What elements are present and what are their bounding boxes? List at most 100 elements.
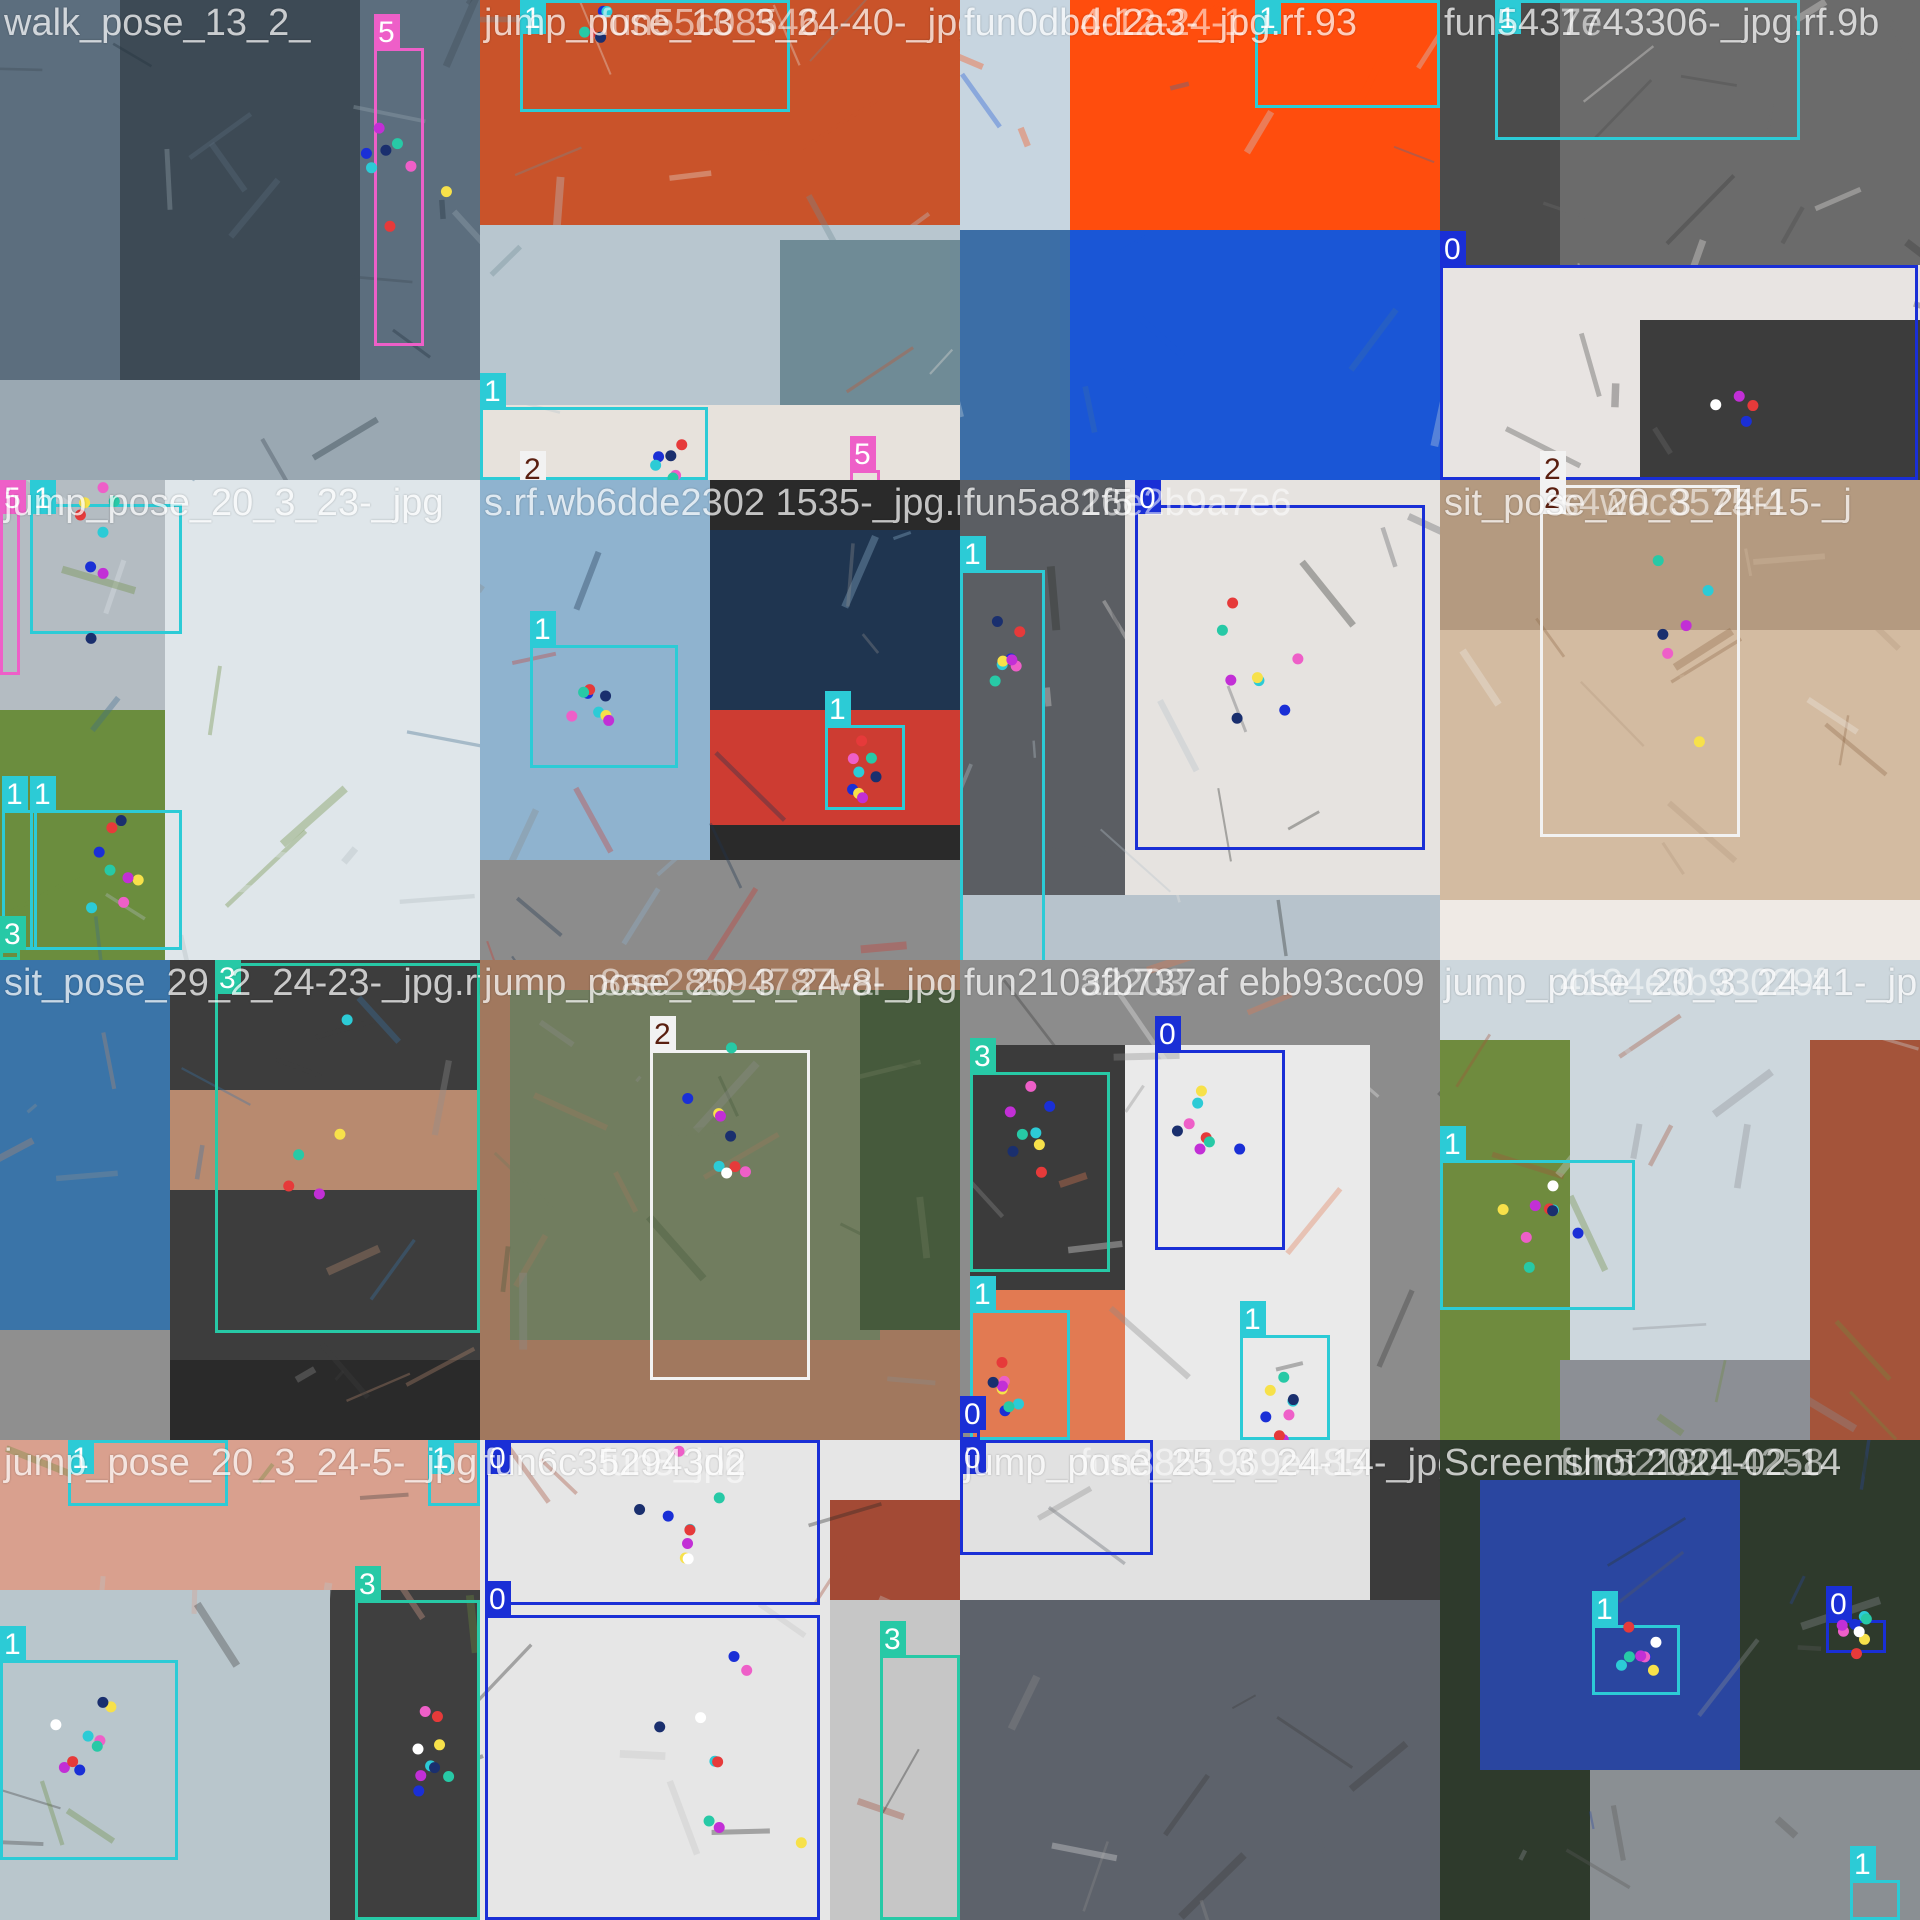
tile-canvas: 1 1 2 5 (480, 0, 960, 480)
keypoint (1033, 1139, 1045, 1151)
photo-texture (1542, 201, 1600, 224)
keypoint (729, 1161, 741, 1173)
photo-texture (1058, 1172, 1088, 1188)
photo-texture (356, 995, 401, 1044)
tile-canvas: 2 (480, 960, 960, 1440)
photo-texture (532, 1719, 561, 1775)
photo-texture (1824, 722, 1888, 777)
keypoint (725, 1042, 737, 1054)
photo-texture (799, 99, 878, 151)
class-label-bg (1135, 480, 1161, 514)
bounding-box (1135, 505, 1425, 850)
photo-texture (860, 941, 907, 954)
keypoint (1652, 555, 1664, 567)
photo-texture (1243, 109, 1275, 155)
photo-texture (1004, 384, 1041, 431)
keypoint (1623, 1651, 1635, 1663)
photo-texture (431, 1059, 452, 1136)
keypoint (1497, 1204, 1509, 1216)
photo-texture (1002, 979, 1056, 1047)
photo-texture (491, 304, 506, 324)
photo-texture (635, 1075, 642, 1083)
photo-texture (1406, 513, 1440, 535)
keypoint (997, 655, 1009, 667)
keypoint (82, 1730, 94, 1742)
photo-region (170, 1090, 480, 1190)
mosaic-tile: 5 1 1 1 3 jump_pose_20_3_23-_jpg (0, 480, 480, 960)
photo-texture (1670, 637, 1743, 684)
keypoint (1836, 1619, 1848, 1631)
keypoint (58, 1761, 70, 1773)
photo-texture (0, 1137, 35, 1162)
photo-texture (1051, 1842, 1118, 1862)
photo-texture (1108, 1305, 1191, 1380)
photo-texture (405, 1346, 476, 1387)
photo-texture (1344, 1066, 1380, 1098)
photo-texture (353, 104, 426, 124)
keypoint (1283, 1409, 1295, 1421)
tile-canvas: 11 (480, 480, 960, 960)
keypoint (1529, 1200, 1541, 1212)
photo-texture (694, 295, 768, 321)
keypoint (93, 846, 105, 858)
photo-texture (406, 730, 480, 748)
keypoint (662, 1510, 674, 1522)
keypoint (1030, 1127, 1042, 1139)
keypoint (1007, 1145, 1019, 1157)
photo-texture (178, 934, 189, 960)
keypoint (115, 815, 127, 827)
photo-texture (1508, 1503, 1518, 1579)
photo-texture (1685, 239, 1707, 281)
keypoint (1004, 1106, 1016, 1118)
photo-texture (1853, 1440, 1872, 1478)
photo-texture (1124, 1084, 1145, 1113)
keypoint (634, 1503, 646, 1515)
photo-texture (1287, 810, 1320, 831)
class-label: 0 (1444, 233, 1461, 266)
keypoint (603, 714, 615, 726)
bounding-box (374, 48, 424, 346)
photo-texture (621, 887, 661, 946)
photo-texture (207, 665, 222, 736)
class-label: 1 (1244, 1303, 1261, 1336)
class-label-bg (880, 1621, 906, 1655)
keypoint (1192, 1097, 1204, 1109)
keypoint (1520, 1231, 1532, 1243)
bounding-box (530, 645, 678, 768)
keypoint (847, 753, 859, 765)
class-label-bg (428, 1440, 454, 1474)
photo-region (710, 710, 960, 825)
keypoint (1710, 399, 1722, 411)
photo-region (0, 1590, 330, 1920)
photo-texture (257, 1462, 275, 1484)
photo-texture (1162, 845, 1181, 903)
photo-texture (709, 822, 743, 889)
bounding-box (485, 1615, 820, 1920)
photo-texture (359, 1492, 409, 1501)
keypoint (1635, 1650, 1647, 1662)
keypoint (1014, 626, 1026, 638)
keypoint (1851, 1648, 1863, 1660)
keypoint (721, 1167, 733, 1179)
photo-texture (1017, 126, 1031, 148)
photo-texture (1834, 1319, 1892, 1382)
class-label: 2 (654, 1018, 671, 1051)
keypoint (1044, 1100, 1056, 1112)
keypoint (1292, 653, 1304, 665)
bounding-box (1440, 1160, 1635, 1310)
photo-region (1440, 630, 1920, 900)
photo-texture (960, 53, 984, 70)
photo-texture (194, 1144, 205, 1180)
photo-texture (641, 1861, 672, 1907)
tile-canvas: 2 (1440, 480, 1920, 960)
class-label: 3 (219, 962, 236, 995)
photo-texture (1610, 1805, 1626, 1861)
keypoint (713, 1492, 725, 1504)
class-label: 1 (524, 2, 541, 35)
photo-texture (1838, 715, 1850, 766)
class-label-bg (1540, 480, 1566, 514)
keypoint (1171, 1125, 1183, 1137)
mosaic-tile: 2jump_pose_20_3_24-8-_jpg.rf.a8ae2859478… (480, 960, 960, 1440)
photo-texture (1555, 1108, 1614, 1178)
